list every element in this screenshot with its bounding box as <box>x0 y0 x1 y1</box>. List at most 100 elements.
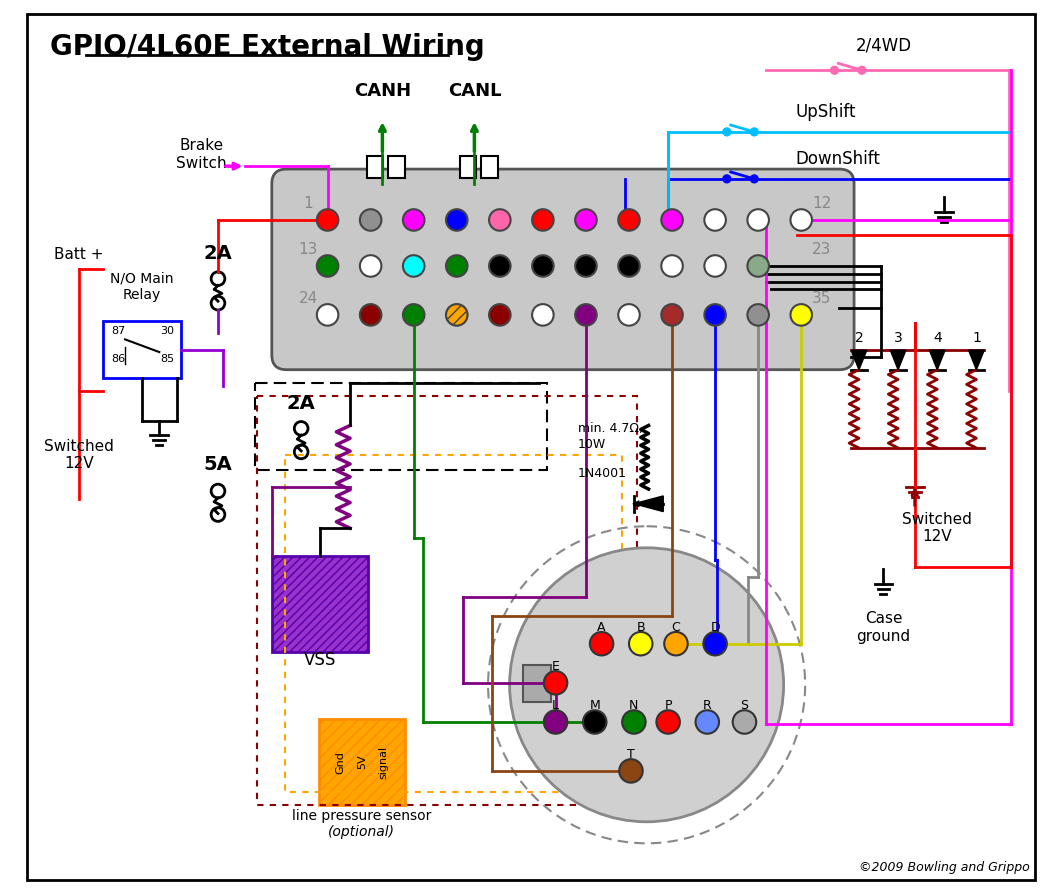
Text: T: T <box>627 747 634 761</box>
Circle shape <box>622 710 646 734</box>
Circle shape <box>575 209 597 231</box>
Circle shape <box>831 66 838 74</box>
Polygon shape <box>851 350 866 370</box>
Circle shape <box>590 632 614 655</box>
Text: 1: 1 <box>304 196 313 211</box>
Polygon shape <box>890 350 906 370</box>
Circle shape <box>790 304 812 325</box>
Text: N/O Main
Relay: N/O Main Relay <box>110 272 174 301</box>
Circle shape <box>489 255 511 277</box>
Circle shape <box>489 304 511 325</box>
Text: 13: 13 <box>298 242 317 257</box>
Circle shape <box>402 304 424 325</box>
Bar <box>460 156 476 178</box>
Text: 24: 24 <box>298 291 317 306</box>
Circle shape <box>510 548 783 822</box>
Text: L: L <box>552 699 560 712</box>
Circle shape <box>575 255 597 277</box>
Circle shape <box>723 128 731 136</box>
Circle shape <box>748 255 769 277</box>
Circle shape <box>211 485 225 498</box>
Text: min. 4.7Ω,: min. 4.7Ω, <box>578 422 643 435</box>
Text: Brake
Switch: Brake Switch <box>176 139 227 171</box>
Text: line pressure sensor: line pressure sensor <box>292 809 432 822</box>
Text: Switched
12V: Switched 12V <box>44 439 114 471</box>
Bar <box>367 156 384 178</box>
Text: 2A: 2A <box>204 244 232 263</box>
Text: 2: 2 <box>855 332 863 345</box>
Text: GPIO/4L60E External Wiring: GPIO/4L60E External Wiring <box>50 33 485 61</box>
Circle shape <box>618 304 640 325</box>
Polygon shape <box>930 350 945 370</box>
Circle shape <box>360 304 382 325</box>
Text: 12: 12 <box>812 196 831 211</box>
Text: N: N <box>629 699 639 712</box>
Bar <box>285 455 622 792</box>
Text: E: E <box>551 660 560 672</box>
Text: VSS: VSS <box>304 651 336 670</box>
Bar <box>255 384 547 469</box>
Circle shape <box>790 209 812 231</box>
Text: A: A <box>597 620 606 634</box>
Polygon shape <box>968 350 984 370</box>
FancyBboxPatch shape <box>271 169 854 370</box>
Circle shape <box>704 209 726 231</box>
Text: 5V: 5V <box>357 755 367 770</box>
Circle shape <box>211 508 225 521</box>
Circle shape <box>446 304 468 325</box>
Text: 5A: 5A <box>204 454 232 474</box>
Circle shape <box>704 255 726 277</box>
Bar <box>319 719 405 805</box>
Circle shape <box>532 304 553 325</box>
Polygon shape <box>634 496 664 511</box>
Text: CANL: CANL <box>447 81 501 100</box>
Text: Batt +: Batt + <box>54 247 104 262</box>
Text: B: B <box>636 620 645 634</box>
Text: Gnd: Gnd <box>335 751 345 773</box>
Text: Case
ground: Case ground <box>856 611 910 644</box>
Circle shape <box>211 296 225 310</box>
Text: M: M <box>590 699 600 712</box>
Text: DownShift: DownShift <box>796 150 880 168</box>
Circle shape <box>748 304 769 325</box>
Circle shape <box>618 255 640 277</box>
Circle shape <box>402 255 424 277</box>
Bar <box>482 156 498 178</box>
Circle shape <box>661 255 683 277</box>
Bar <box>388 156 405 178</box>
Circle shape <box>360 209 382 231</box>
Circle shape <box>294 422 308 435</box>
Bar <box>523 665 551 703</box>
Circle shape <box>544 671 568 695</box>
Text: Switched
12V: Switched 12V <box>903 512 972 544</box>
Circle shape <box>446 209 468 231</box>
Circle shape <box>532 209 553 231</box>
Circle shape <box>575 304 597 325</box>
Circle shape <box>317 255 338 277</box>
Text: 4: 4 <box>933 332 941 345</box>
Text: CANH: CANH <box>354 81 411 100</box>
Circle shape <box>544 710 568 734</box>
Text: D: D <box>710 620 720 634</box>
Text: 3: 3 <box>893 332 903 345</box>
Circle shape <box>294 445 308 459</box>
Text: 1N4001: 1N4001 <box>578 468 627 480</box>
Circle shape <box>619 759 643 782</box>
Circle shape <box>748 209 769 231</box>
Circle shape <box>489 209 511 231</box>
Text: 30: 30 <box>160 326 174 336</box>
Circle shape <box>532 255 553 277</box>
Circle shape <box>360 255 382 277</box>
Circle shape <box>665 632 687 655</box>
Circle shape <box>446 255 468 277</box>
Text: ©2009 Bowling and Grippo: ©2009 Bowling and Grippo <box>859 861 1031 873</box>
Text: 35: 35 <box>812 291 831 306</box>
Circle shape <box>583 710 606 734</box>
Circle shape <box>703 632 727 655</box>
Circle shape <box>661 304 683 325</box>
Text: R: R <box>703 699 711 712</box>
Bar <box>103 321 181 377</box>
Text: 10W: 10W <box>578 438 606 451</box>
Text: UpShift: UpShift <box>796 103 856 122</box>
Circle shape <box>858 66 866 74</box>
